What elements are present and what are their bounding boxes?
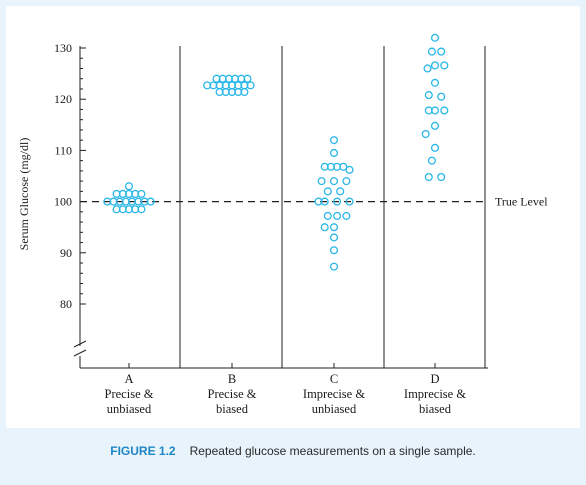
true-level-label: True Level bbox=[495, 195, 548, 209]
category-label-b-line2: biased bbox=[216, 402, 249, 416]
data-point bbox=[329, 233, 339, 242]
data-point bbox=[320, 197, 329, 206]
data-point bbox=[329, 262, 339, 271]
data-point bbox=[329, 148, 339, 158]
y-tick-label: 110 bbox=[54, 143, 72, 157]
category-letter-a: A bbox=[124, 372, 133, 386]
data-point bbox=[424, 91, 433, 100]
data-point bbox=[437, 47, 446, 56]
category-label-b-line1: Precise & bbox=[208, 387, 257, 401]
data-point bbox=[333, 211, 342, 220]
data-point bbox=[137, 189, 146, 198]
data-point bbox=[320, 223, 329, 232]
category-label-c-line2: unbiased bbox=[312, 402, 357, 416]
y-tick-label: 120 bbox=[54, 92, 72, 106]
y-axis: 80 90 100 110 120 130 bbox=[54, 41, 86, 311]
data-point bbox=[430, 106, 440, 115]
data-point bbox=[246, 81, 255, 90]
data-point bbox=[424, 172, 433, 182]
data-point bbox=[323, 187, 332, 196]
y-tick-label: 80 bbox=[60, 297, 72, 311]
data-point bbox=[345, 165, 354, 174]
axis-break-mark bbox=[73, 340, 87, 348]
data-point bbox=[317, 177, 326, 186]
plot-panel: True Level 80 90 100 110 120 130 A Precise & un… bbox=[6, 6, 580, 428]
data-point bbox=[320, 162, 329, 171]
data-point bbox=[329, 246, 339, 255]
caption-text: Repeated glucose measurements on a singl… bbox=[189, 444, 476, 458]
data-point bbox=[329, 177, 339, 186]
y-axis-title: Serum Glucose (mg/dl) bbox=[17, 138, 31, 251]
data-point bbox=[342, 177, 351, 186]
data-point bbox=[430, 121, 440, 130]
data-point bbox=[240, 87, 249, 97]
data-point bbox=[342, 211, 351, 220]
data-point bbox=[323, 211, 332, 220]
data-point bbox=[430, 33, 440, 42]
data-point bbox=[427, 156, 436, 165]
data-point bbox=[423, 64, 432, 73]
series-a-points bbox=[103, 182, 155, 214]
data-point bbox=[437, 92, 446, 101]
category-letter-b: B bbox=[228, 372, 236, 386]
category-letter-c: C bbox=[330, 372, 338, 386]
series-b-points bbox=[203, 74, 255, 97]
data-point bbox=[339, 162, 348, 171]
category-label-d-line2: biased bbox=[419, 402, 452, 416]
data-point bbox=[137, 205, 146, 214]
data-point bbox=[146, 197, 155, 206]
data-point bbox=[124, 182, 134, 191]
series-c-points bbox=[314, 136, 354, 271]
data-point bbox=[440, 106, 449, 115]
category-letter-d: D bbox=[430, 372, 439, 386]
category-label-a-line1: Precise & bbox=[105, 387, 154, 401]
y-tick-label: 90 bbox=[60, 246, 72, 260]
data-point bbox=[336, 187, 345, 196]
plot-frame bbox=[73, 46, 488, 369]
data-point bbox=[430, 61, 440, 70]
category-label-d-line1: Imprecise & bbox=[404, 387, 466, 401]
data-point bbox=[421, 129, 430, 139]
data-point bbox=[430, 143, 440, 152]
figure-caption: FIGURE 1.2 Repeated glucose measurements … bbox=[0, 444, 586, 458]
data-point bbox=[430, 78, 440, 87]
data-point bbox=[440, 61, 449, 70]
data-point bbox=[329, 223, 339, 232]
y-tick-label: 130 bbox=[54, 41, 72, 55]
data-point bbox=[333, 197, 342, 206]
series-d-points bbox=[421, 33, 449, 182]
data-point bbox=[437, 172, 446, 182]
data-points bbox=[103, 33, 449, 271]
data-point bbox=[427, 47, 436, 56]
data-point bbox=[345, 197, 354, 206]
data-point bbox=[329, 136, 339, 145]
reference-line-group: True Level bbox=[80, 195, 548, 209]
caption-label: FIGURE 1.2 bbox=[110, 444, 176, 458]
data-point bbox=[243, 74, 252, 83]
category-label-c-line1: Imprecise & bbox=[303, 387, 365, 401]
axis-break-mark bbox=[73, 349, 87, 357]
category-label-a-line2: unbiased bbox=[107, 402, 152, 416]
y-tick-label: 100 bbox=[54, 195, 72, 209]
